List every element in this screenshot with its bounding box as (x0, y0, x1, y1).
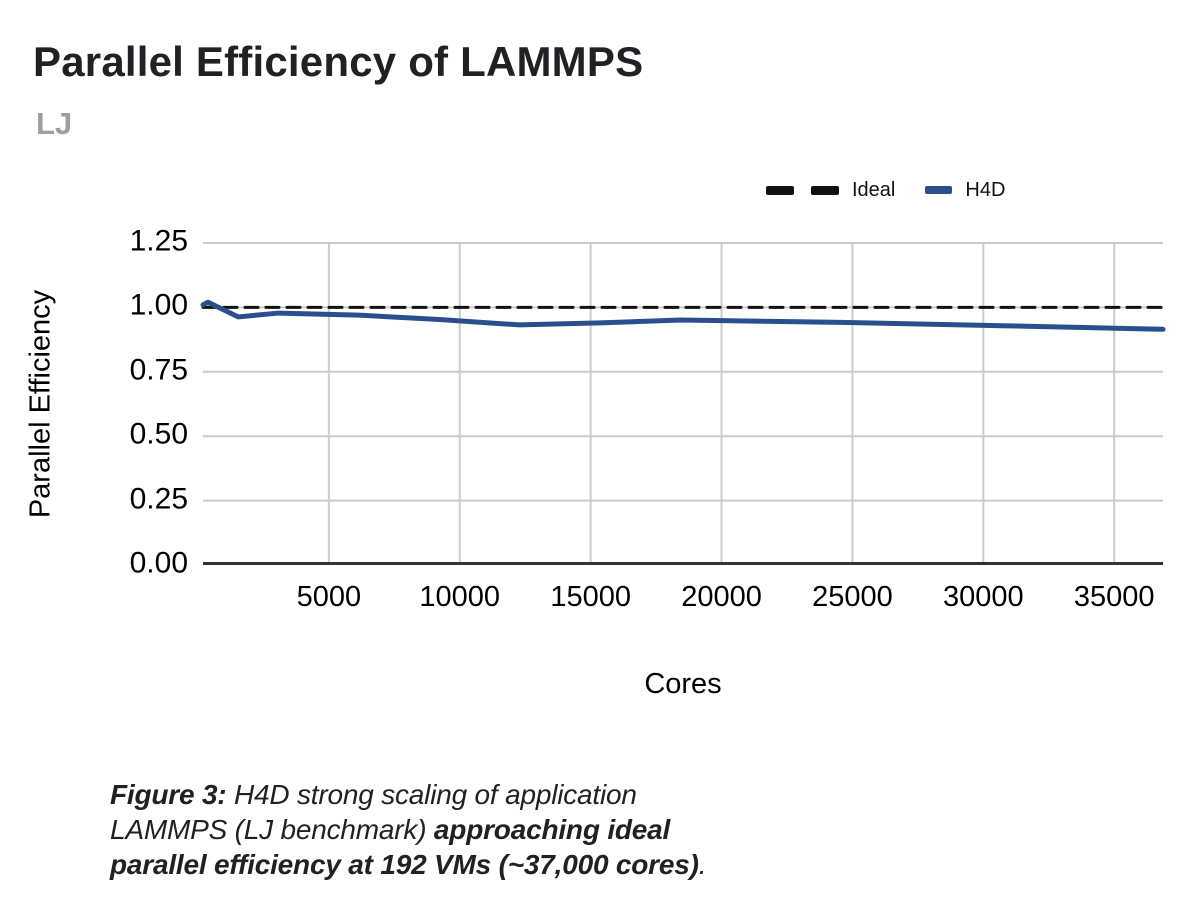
x-tick-label: 10000 (419, 581, 501, 613)
x-axis-labels: 5000 10000 15000 20000 25000 30000 35000 (203, 581, 1163, 617)
y-axis-labels: 0.00 0.25 0.50 0.75 1.00 1.25 (100, 225, 188, 580)
chart-canvas (200, 242, 1166, 565)
legend-item-h4d[interactable]: H4D (925, 179, 1005, 202)
plot-area[interactable] (200, 242, 1166, 565)
caption-text: Figure 3: (110, 779, 227, 810)
legend-label-h4d: H4D (965, 178, 1006, 201)
x-tick-label: 15000 (550, 581, 631, 613)
series-line-h4d (200, 299, 1166, 332)
y-tick-label: 1.25 (129, 224, 188, 258)
y-tick-label: 0.25 (129, 482, 188, 516)
caption-line: parallel efficiency at 192 VMs (~37,000 … (110, 847, 707, 882)
x-tick-label: 35000 (1073, 581, 1155, 613)
caption-text: LAMMPS (LJ benchmark) (110, 814, 434, 845)
caption-line: LAMMPS (LJ benchmark) approaching ideal (110, 812, 706, 847)
figure-caption: Figure 3: H4D strong scaling of applicat… (110, 777, 707, 882)
y-axis-title: Parallel Efficiency (24, 289, 57, 519)
caption-text: approaching ideal (433, 814, 671, 845)
chart-legend: Ideal H4D (766, 178, 1005, 202)
x-tick-label: 30000 (942, 581, 1024, 613)
x-axis-title: Cores (644, 668, 722, 700)
page-title: Parallel Efficiency of LAMMPS (33, 38, 644, 85)
dashed-line-swatch-icon (766, 185, 839, 195)
y-tick-label: 0.00 (129, 546, 188, 580)
x-tick-label: 5000 (296, 581, 362, 613)
x-tick-label: 20000 (681, 581, 762, 613)
y-tick-label: 0.50 (129, 417, 188, 451)
x-tick-label: 25000 (812, 581, 893, 613)
legend-item-ideal[interactable]: Ideal (766, 179, 895, 202)
caption-text: . (698, 849, 707, 880)
solid-line-swatch-icon (925, 186, 953, 194)
y-tick-label: 0.75 (129, 353, 188, 387)
caption-text: parallel efficiency at 192 VMs (~37,000 … (110, 849, 699, 880)
caption-text: H4D strong scaling of application (226, 779, 637, 810)
y-tick-label: 1.00 (129, 289, 188, 323)
caption-line: Figure 3: H4D strong scaling of applicat… (110, 777, 706, 812)
page-subtitle: LJ (36, 106, 73, 141)
legend-label-ideal: Ideal (852, 178, 896, 201)
